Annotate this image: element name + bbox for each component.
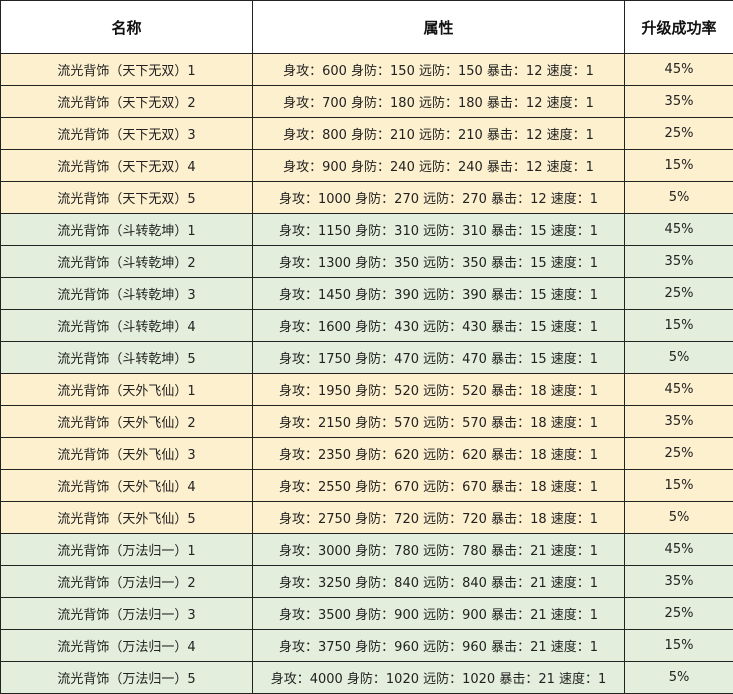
success-rate-cell: 25% [624, 597, 733, 630]
item-name-cell: 流光背饰（斗转乾坤）1 [0, 213, 253, 246]
attributes-cell: 身攻：1750 身防：470 远防：470 暴击：15 速度：1 [252, 341, 625, 374]
success-rate-cell: 35% [624, 85, 733, 118]
table-row: 流光背饰（天下无双）5 身攻：1000 身防：270 远防：270 暴击：12 速… [0, 181, 733, 214]
item-name-cell: 流光背饰（天外飞仙）5 [0, 501, 253, 534]
table-row: 流光背饰（天外飞仙）2 身攻：2150 身防：570 远防：570 暴击：18 速… [0, 405, 733, 438]
item-name-cell: 流光背饰（斗转乾坤）4 [0, 309, 253, 342]
attributes-cell: 身攻：600 身防：150 远防：150 暴击：12 速度：1 [252, 53, 625, 86]
item-name-cell: 流光背饰（万法归一）1 [0, 533, 253, 566]
success-rate-cell: 5% [624, 341, 733, 374]
table-row: 流光背饰（天下无双）2 身攻：700 身防：180 远防：180 暴击：12 速度… [0, 85, 733, 118]
table-row: 流光背饰（斗转乾坤）5 身攻：1750 身防：470 远防：470 暴击：15 速… [0, 341, 733, 374]
success-rate-cell: 35% [624, 245, 733, 278]
item-name-cell: 流光背饰（斗转乾坤）3 [0, 277, 253, 310]
table-row: 流光背饰（天下无双）1 身攻：600 身防：150 远防：150 暴击：12 速度… [0, 53, 733, 86]
item-name-cell: 流光背饰（天下无双）2 [0, 85, 253, 118]
table-row: 流光背饰（天下无双）3 身攻：800 身防：210 远防：210 暴击：12 速度… [0, 117, 733, 150]
success-rate-cell: 25% [624, 117, 733, 150]
success-rate-cell: 45% [624, 53, 733, 86]
item-name-cell: 流光背饰（天下无双）4 [0, 149, 253, 182]
attributes-cell: 身攻：1450 身防：390 远防：390 暴击：15 速度：1 [252, 277, 625, 310]
attributes-cell: 身攻：700 身防：180 远防：180 暴击：12 速度：1 [252, 85, 625, 118]
table-row: 流光背饰（斗转乾坤）3 身攻：1450 身防：390 远防：390 暴击：15 速… [0, 277, 733, 310]
table-row: 流光背饰（斗转乾坤）1 身攻：1150 身防：310 远防：310 暴击：15 速… [0, 213, 733, 246]
item-name-cell: 流光背饰（天外飞仙）2 [0, 405, 253, 438]
header-success-rate: 升级成功率 [624, 0, 733, 54]
success-rate-cell: 5% [624, 661, 733, 694]
item-name-cell: 流光背饰（天下无双）5 [0, 181, 253, 214]
attributes-cell: 身攻：2350 身防：620 远防：620 暴击：18 速度：1 [252, 437, 625, 470]
success-rate-cell: 25% [624, 277, 733, 310]
attributes-cell: 身攻：4000 身防：1020 远防：1020 暴击：21 速度：1 [252, 661, 625, 694]
success-rate-cell: 15% [624, 309, 733, 342]
table-row: 流光背饰（万法归一）1 身攻：3000 身防：780 远防：780 暴击：21 速… [0, 533, 733, 566]
item-name-cell: 流光背饰（天外飞仙）4 [0, 469, 253, 502]
attributes-cell: 身攻：3000 身防：780 远防：780 暴击：21 速度：1 [252, 533, 625, 566]
item-name-cell: 流光背饰（万法归一）4 [0, 629, 253, 662]
attributes-cell: 身攻：1600 身防：430 远防：430 暴击：15 速度：1 [252, 309, 625, 342]
item-name-cell: 流光背饰（斗转乾坤）5 [0, 341, 253, 374]
attributes-cell: 身攻：1950 身防：520 远防：520 暴击：18 速度：1 [252, 373, 625, 406]
attributes-cell: 身攻：900 身防：240 远防：240 暴击：12 速度：1 [252, 149, 625, 182]
success-rate-cell: 35% [624, 405, 733, 438]
item-name-cell: 流光背饰（万法归一）3 [0, 597, 253, 630]
attributes-cell: 身攻：800 身防：210 远防：210 暴击：12 速度：1 [252, 117, 625, 150]
item-name-cell: 流光背饰（天外飞仙）3 [0, 437, 253, 470]
attributes-cell: 身攻：2150 身防：570 远防：570 暴击：18 速度：1 [252, 405, 625, 438]
success-rate-cell: 15% [624, 149, 733, 182]
attributes-cell: 身攻：2750 身防：720 远防：720 暴击：18 速度：1 [252, 501, 625, 534]
attributes-cell: 身攻：3500 身防：900 远防：900 暴击：21 速度：1 [252, 597, 625, 630]
success-rate-cell: 25% [624, 437, 733, 470]
attributes-cell: 身攻：1000 身防：270 远防：270 暴击：12 速度：1 [252, 181, 625, 214]
header-row: 名称 属性 升级成功率 [0, 0, 733, 54]
attributes-cell: 身攻：3250 身防：840 远防：840 暴击：21 速度：1 [252, 565, 625, 598]
table-row: 流光背饰（斗转乾坤）2 身攻：1300 身防：350 远防：350 暴击：15 速… [0, 245, 733, 278]
success-rate-cell: 15% [624, 469, 733, 502]
table-row: 流光背饰（万法归一）3 身攻：3500 身防：900 远防：900 暴击：21 速… [0, 597, 733, 630]
table-row: 流光背饰（万法归一）4 身攻：3750 身防：960 远防：960 暴击：21 速… [0, 629, 733, 662]
item-name-cell: 流光背饰（万法归一）2 [0, 565, 253, 598]
item-name-cell: 流光背饰（天下无双）1 [0, 53, 253, 86]
success-rate-cell: 45% [624, 213, 733, 246]
success-rate-cell: 15% [624, 629, 733, 662]
success-rate-cell: 5% [624, 501, 733, 534]
success-rate-cell: 5% [624, 181, 733, 214]
table-row: 流光背饰（天下无双）4 身攻：900 身防：240 远防：240 暴击：12 速度… [0, 149, 733, 182]
item-name-cell: 流光背饰（天外飞仙）1 [0, 373, 253, 406]
table-row: 流光背饰（万法归一）5 身攻：4000 身防：1020 远防：1020 暴击：21… [0, 661, 733, 694]
success-rate-cell: 45% [624, 533, 733, 566]
table-row: 流光背饰（斗转乾坤）4 身攻：1600 身防：430 远防：430 暴击：15 速… [0, 309, 733, 342]
item-name-cell: 流光背饰（天下无双）3 [0, 117, 253, 150]
table-row: 流光背饰（天外飞仙）5 身攻：2750 身防：720 远防：720 暴击：18 速… [0, 501, 733, 534]
table-row: 流光背饰（天外飞仙）4 身攻：2550 身防：670 远防：670 暴击：18 速… [0, 469, 733, 502]
header-attributes: 属性 [252, 0, 625, 54]
table-row: 流光背饰（天外飞仙）1 身攻：1950 身防：520 远防：520 暴击：18 速… [0, 373, 733, 406]
attributes-cell: 身攻：3750 身防：960 远防：960 暴击：21 速度：1 [252, 629, 625, 662]
success-rate-cell: 35% [624, 565, 733, 598]
success-rate-cell: 45% [624, 373, 733, 406]
attributes-cell: 身攻：1300 身防：350 远防：350 暴击：15 速度：1 [252, 245, 625, 278]
item-name-cell: 流光背饰（斗转乾坤）2 [0, 245, 253, 278]
header-name: 名称 [0, 0, 253, 54]
table-row: 流光背饰（天外飞仙）3 身攻：2350 身防：620 远防：620 暴击：18 速… [0, 437, 733, 470]
attributes-cell: 身攻：2550 身防：670 远防：670 暴击：18 速度：1 [252, 469, 625, 502]
attributes-cell: 身攻：1150 身防：310 远防：310 暴击：15 速度：1 [252, 213, 625, 246]
item-name-cell: 流光背饰（万法归一）5 [0, 661, 253, 694]
table-row: 流光背饰（万法归一）2 身攻：3250 身防：840 远防：840 暴击：21 速… [0, 565, 733, 598]
